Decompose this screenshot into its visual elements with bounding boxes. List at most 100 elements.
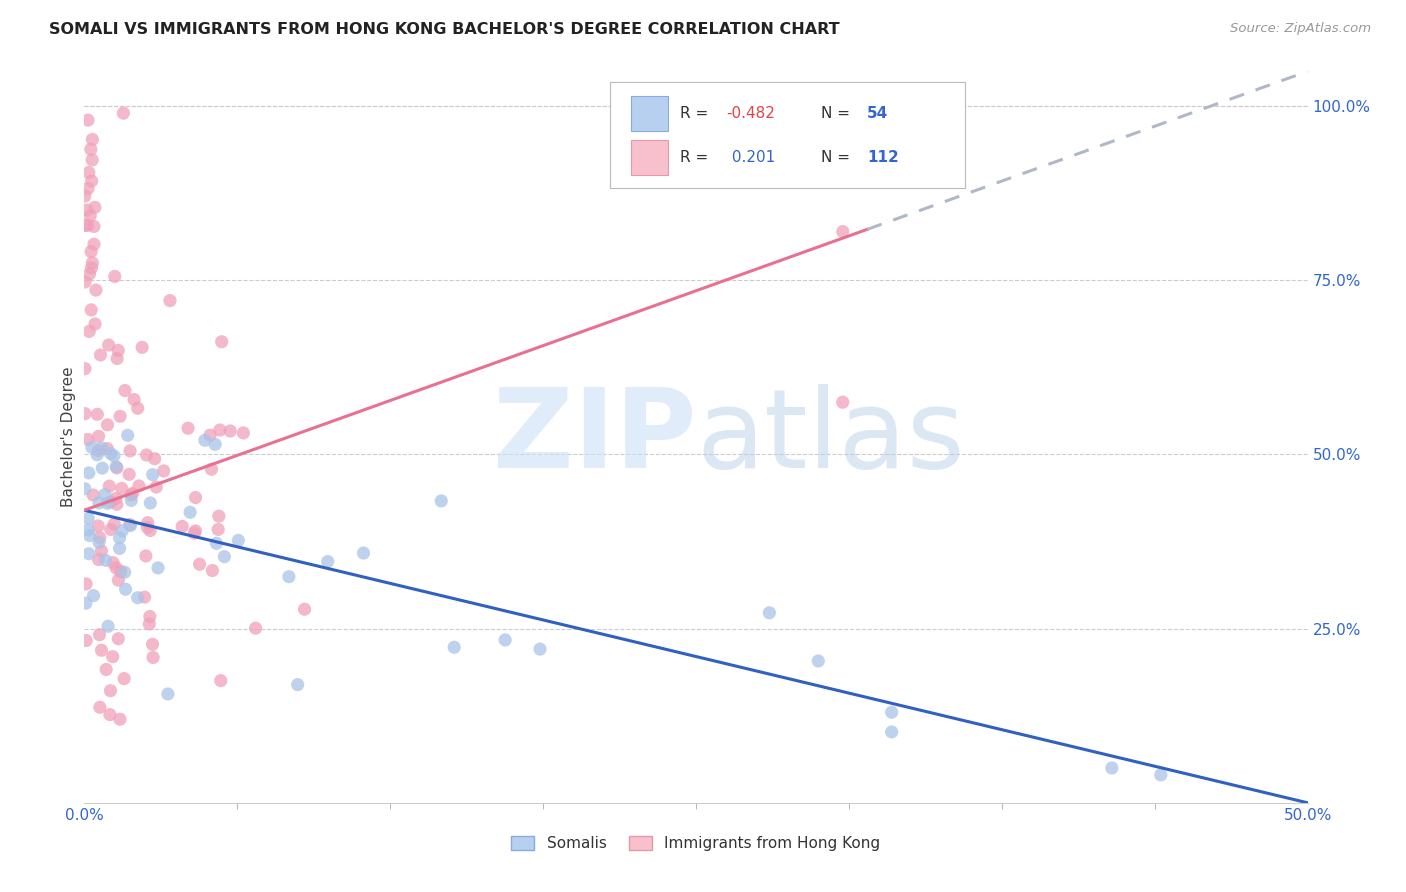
Legend: Somalis, Immigrants from Hong Kong: Somalis, Immigrants from Hong Kong (505, 830, 887, 857)
Point (87, 519, 110, 533)
Text: R =: R = (681, 106, 713, 121)
Point (98, 479, 121, 493)
Point (156, 687, 179, 701)
Point (211, 334, 233, 349)
Point (104, 491, 127, 506)
Text: Source: ZipAtlas.com: Source: ZipAtlas.com (1230, 22, 1371, 36)
Point (93, 488, 115, 502)
Point (84, 200, 107, 214)
Point (104, 269, 127, 284)
Point (82, 132, 104, 146)
Point (188, 558, 211, 572)
Point (77, 325, 100, 339)
Point (184, 524, 207, 538)
Point (172, 519, 194, 533)
Point (120, 518, 142, 533)
Point (204, 437, 226, 451)
Point (83, 237, 105, 252)
Point (108, 409, 131, 424)
Point (77, 181, 100, 195)
Point (82, 256, 104, 270)
Point (105, 459, 128, 474)
Point (87, 496, 110, 510)
Point (430, 494, 453, 508)
Point (831, 225, 853, 239)
Point (87, 535, 110, 549)
Point (77, 466, 100, 480)
Point (73, 482, 96, 496)
Point (77, 511, 100, 525)
Point (86, 407, 108, 421)
Point (142, 650, 165, 665)
Point (108, 531, 131, 545)
Point (443, 640, 465, 655)
Point (77, 547, 100, 561)
Point (1101, 761, 1123, 775)
Point (135, 549, 157, 563)
Point (201, 564, 224, 578)
Point (80, 440, 103, 454)
Text: -0.482: -0.482 (727, 106, 776, 121)
Point (89, 628, 111, 642)
Point (87, 552, 110, 566)
Text: N =: N = (821, 106, 855, 121)
Point (198, 428, 221, 442)
Point (94, 663, 117, 677)
Point (75, 275, 97, 289)
Point (277, 570, 299, 584)
Point (105, 351, 128, 366)
Point (90, 441, 112, 455)
Text: N =: N = (821, 150, 855, 165)
Point (97, 619, 120, 633)
Point (101, 649, 124, 664)
Point (145, 480, 167, 494)
Point (107, 573, 129, 587)
Point (179, 505, 201, 519)
Point (83, 219, 105, 234)
Point (232, 425, 254, 440)
Point (73, 361, 96, 376)
Point (97, 338, 120, 352)
Point (108, 541, 131, 556)
Point (128, 479, 150, 493)
Point (114, 566, 136, 580)
Point (89, 700, 111, 714)
Point (77, 523, 100, 537)
Point (208, 509, 231, 524)
Point (138, 617, 160, 632)
Point (77, 165, 100, 179)
Point (77, 433, 100, 447)
Point (135, 448, 157, 462)
Text: SOMALI VS IMMIGRANTS FROM HONG KONG BACHELOR'S DEGREE CORRELATION CHART: SOMALI VS IMMIGRANTS FROM HONG KONG BACH… (49, 22, 839, 37)
Point (136, 516, 159, 530)
Point (87, 443, 110, 458)
Point (96, 417, 118, 432)
Point (100, 495, 122, 509)
Point (183, 526, 205, 541)
Point (111, 524, 134, 538)
Point (114, 582, 136, 597)
Point (75, 219, 97, 233)
Point (831, 395, 853, 409)
Point (214, 549, 236, 564)
Point (76, 202, 98, 217)
Point (79, 209, 101, 223)
Point (91, 461, 114, 475)
Point (90, 544, 112, 558)
Point (83, 589, 105, 603)
Point (105, 561, 128, 575)
Point (79, 267, 101, 281)
Point (184, 491, 207, 505)
FancyBboxPatch shape (610, 82, 965, 188)
Point (112, 106, 135, 120)
Point (152, 464, 174, 478)
Point (205, 536, 228, 550)
Point (1150, 768, 1173, 782)
Point (80, 174, 103, 188)
Point (101, 556, 124, 570)
Point (77, 113, 100, 128)
Point (75, 577, 97, 591)
Text: 54: 54 (868, 106, 889, 121)
Point (287, 678, 309, 692)
Point (108, 712, 131, 726)
